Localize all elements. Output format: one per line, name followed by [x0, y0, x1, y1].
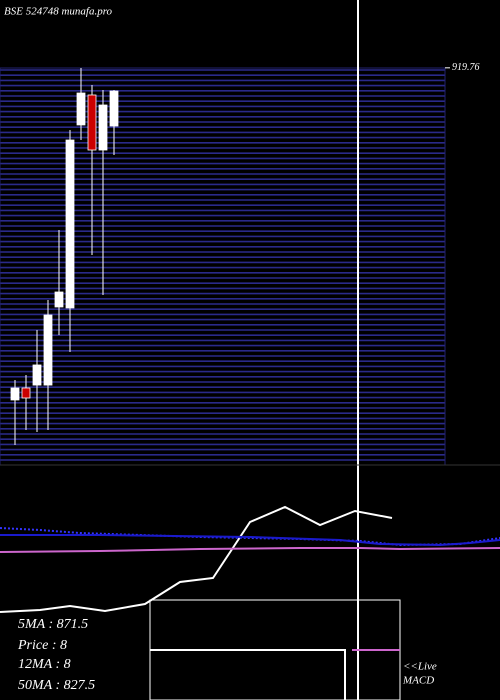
- legend-12ma: 12MA : 8: [18, 657, 71, 672]
- macd-line: [150, 649, 346, 700]
- legend-50ma: 50MA : 827.5: [18, 678, 95, 693]
- macd-label: MACD: [402, 675, 434, 687]
- candle-body: [10, 387, 20, 401]
- grid: [0, 69, 445, 461]
- chart-title: BSE 524748 munafa.pro: [4, 6, 113, 18]
- live-label: <<Live: [403, 661, 437, 673]
- y-tick-label: 919.76: [452, 62, 480, 73]
- candle-body: [109, 90, 119, 127]
- candle-body: [54, 291, 64, 308]
- indicator-line: [0, 547, 500, 553]
- indicator-line: [0, 534, 500, 547]
- candle-body: [98, 104, 108, 151]
- candle-body: [32, 364, 42, 386]
- candle-body: [43, 314, 53, 386]
- candle-body: [87, 94, 97, 151]
- candle-body: [21, 387, 31, 399]
- candle-body: [76, 92, 86, 126]
- candle-body: [65, 139, 75, 309]
- legend-5ma: 5MA : 871.5: [18, 617, 88, 632]
- legend-price: Price : 8: [17, 638, 67, 653]
- indicator-line: [0, 505, 393, 613]
